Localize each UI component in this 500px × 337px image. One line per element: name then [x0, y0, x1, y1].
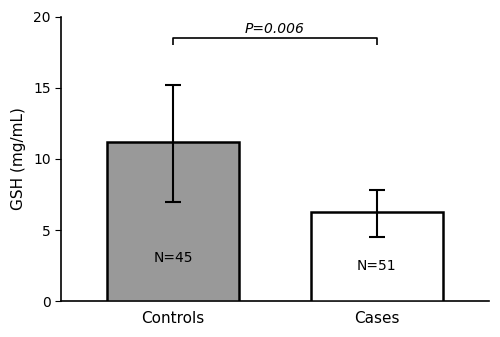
Text: P=0.006: P=0.006 [245, 22, 305, 36]
Text: N=45: N=45 [154, 251, 193, 266]
Bar [310, 212, 443, 301]
Text: N=51: N=51 [357, 258, 397, 273]
Bar [107, 142, 240, 301]
Y-axis label: GSH (mg/mL): GSH (mg/mL) [11, 108, 26, 210]
